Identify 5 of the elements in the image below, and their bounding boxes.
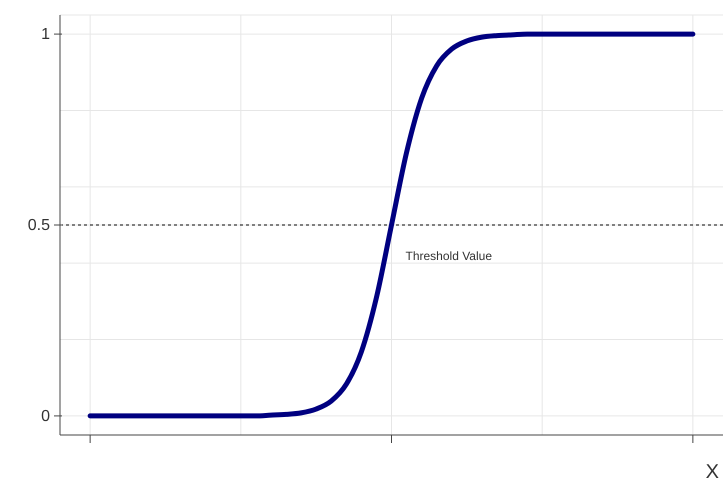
y-tick-label: 0.5 xyxy=(28,217,50,234)
x-axis-title: X xyxy=(706,461,719,482)
y-tick-label: 0 xyxy=(41,408,50,425)
y-tick-label: 1 xyxy=(41,26,50,44)
ref-line-label: Threshold Value xyxy=(406,249,492,263)
